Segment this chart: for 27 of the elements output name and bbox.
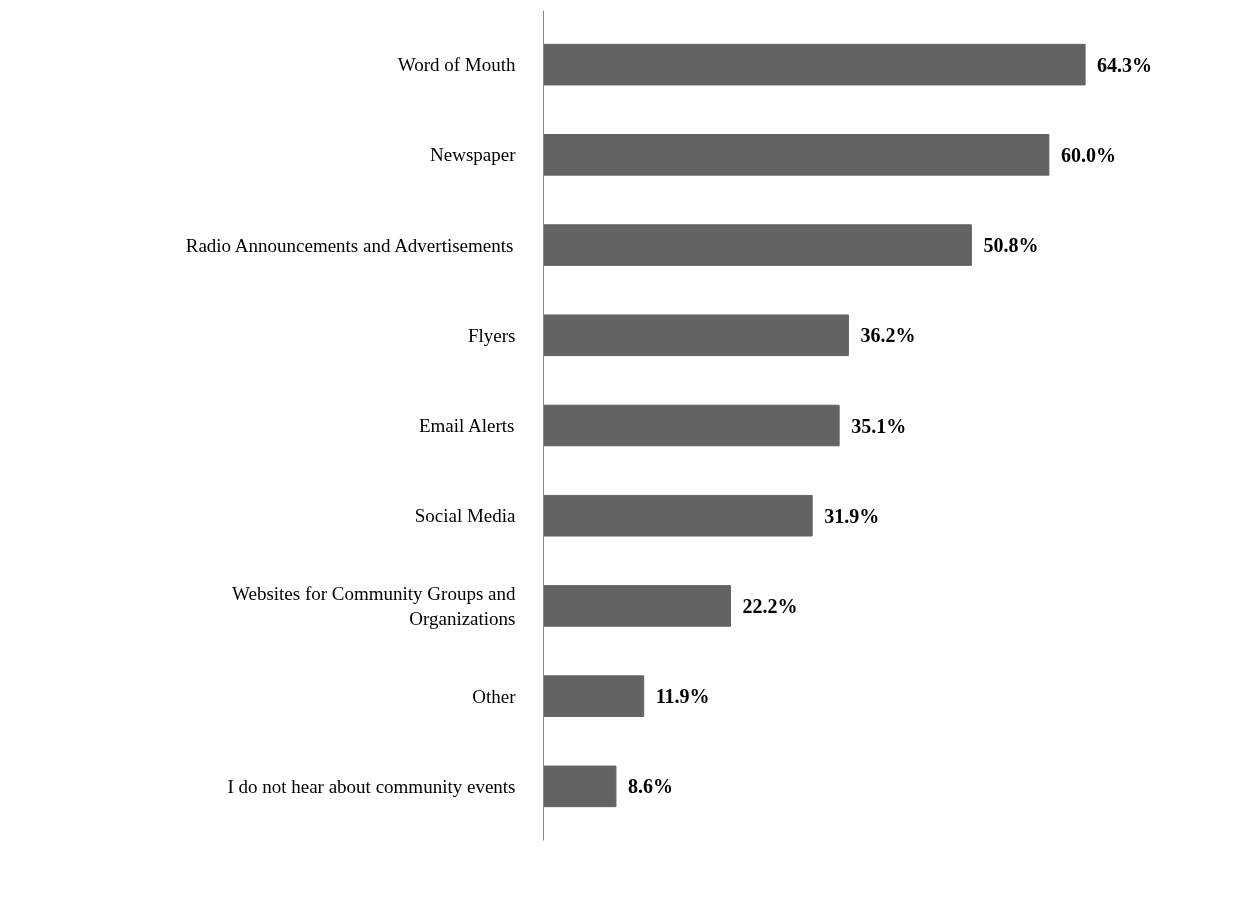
- data-label: 11.9%: [655, 685, 710, 708]
- data-label: 35.1%: [851, 414, 907, 437]
- bar: [543, 314, 849, 357]
- data-label: 31.9%: [824, 504, 880, 527]
- bar: [543, 675, 645, 717]
- y-tick-label: Flyers: [468, 324, 516, 346]
- y-tick-label: Other: [472, 685, 517, 707]
- data-label: 8.6%: [627, 775, 673, 798]
- bar: [543, 134, 1050, 176]
- data-label: 50.8%: [983, 234, 1039, 257]
- bar: [543, 224, 972, 266]
- data-label: 60.0%: [1060, 143, 1116, 166]
- y-tick-label: I do not hear about community events: [227, 775, 516, 797]
- y-tick-label: Newspaper: [430, 144, 517, 166]
- data-label: 22.2%: [742, 594, 798, 617]
- bar: [543, 494, 813, 537]
- bar: [543, 43, 1086, 86]
- bar: [543, 585, 731, 627]
- bar: [543, 404, 840, 447]
- y-tick-label: Radio Announcements and Advertisements: [185, 234, 514, 256]
- y-tick-label: Word of Mouth: [397, 54, 516, 76]
- y-tick-label: Websites for Community Groups and Organizations: [232, 582, 516, 630]
- bar: [543, 765, 617, 808]
- y-tick-label: Email Alerts: [418, 415, 515, 436]
- data-label: 36.2%: [860, 324, 916, 347]
- y-tick-label: Social Media: [414, 505, 517, 527]
- data-label: 64.3%: [1097, 53, 1153, 76]
